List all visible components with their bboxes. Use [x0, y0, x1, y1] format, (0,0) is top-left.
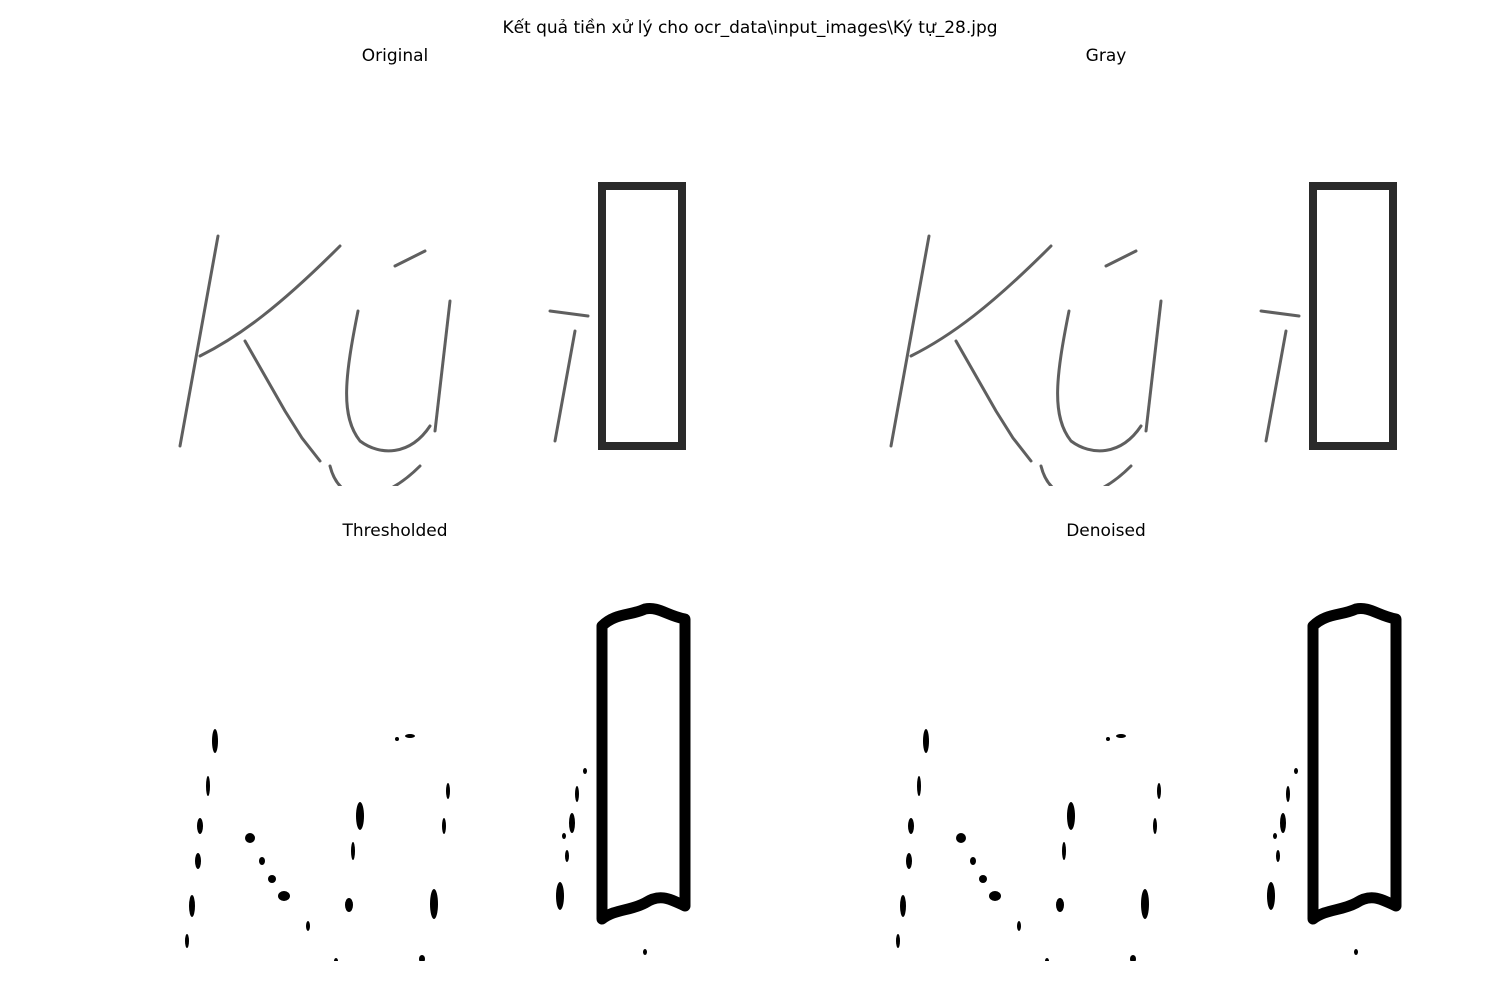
blob-mark	[1354, 949, 1358, 955]
handwriting-strokes	[889, 182, 1397, 486]
blob-mark	[956, 833, 966, 843]
blob-mark	[970, 857, 976, 865]
blob-mark	[212, 729, 218, 753]
panel-gray: Gray	[751, 46, 1461, 486]
blob-mark	[583, 768, 587, 774]
blob-mark	[1294, 768, 1298, 774]
blob-mark	[245, 833, 255, 843]
stroke-mark	[889, 234, 931, 448]
blob-mark	[1067, 802, 1075, 830]
blob-mark	[345, 898, 353, 912]
stroke-mark	[198, 244, 342, 358]
binary-blobs	[896, 602, 1402, 961]
handwriting-strokes	[178, 182, 686, 486]
stroke-mark	[1144, 299, 1163, 433]
stroke-mark	[243, 339, 322, 463]
blob-mark	[278, 891, 290, 901]
blob-mark	[334, 958, 338, 961]
panel-title-denoised: Denoised	[1066, 521, 1146, 541]
blob-mark	[1153, 818, 1157, 834]
panel-title-gray: Gray	[1085, 46, 1127, 66]
stroke-mark	[328, 464, 422, 486]
blob-mark	[1157, 783, 1161, 799]
blob-mark	[1286, 786, 1290, 802]
stroke-mark	[433, 299, 452, 433]
blob-mark	[1056, 898, 1064, 912]
blob-mark	[979, 875, 987, 883]
stroke-mark	[548, 309, 590, 318]
stroke-mark	[1039, 464, 1133, 486]
blob-mark	[268, 875, 276, 883]
blob-mark	[575, 786, 579, 802]
blob-mark	[569, 813, 575, 833]
blob-mark	[1141, 889, 1149, 919]
figure-title: Kết quả tiền xử lý cho ocr_data\input_im…	[502, 18, 998, 38]
blob-mark	[430, 889, 438, 919]
box-glyph	[596, 602, 691, 925]
blob-mark	[1045, 958, 1049, 961]
stroke-mark	[954, 339, 1033, 463]
blob-mark	[356, 802, 364, 830]
stroke-mark	[909, 244, 1053, 358]
blob-mark	[1273, 833, 1277, 839]
blob-mark	[405, 734, 415, 738]
blob-mark	[306, 921, 310, 931]
blob-mark	[195, 853, 201, 869]
blob-mark	[906, 853, 912, 869]
stroke-mark	[1259, 309, 1301, 318]
blob-mark	[1106, 737, 1110, 741]
blob-mark	[395, 737, 399, 741]
binary-blobs	[185, 602, 691, 961]
blob-mark	[923, 729, 929, 753]
panel-denoised: Denoised	[751, 521, 1461, 961]
box-glyph	[598, 182, 686, 450]
image-denoised	[896, 602, 1402, 961]
blob-mark	[419, 955, 425, 961]
panel-original: Original	[40, 46, 750, 486]
blob-mark	[442, 818, 446, 834]
blob-mark	[206, 776, 210, 796]
blob-mark	[197, 818, 203, 834]
blob-mark	[189, 895, 195, 917]
blob-mark	[565, 850, 569, 862]
blob-mark	[989, 891, 1001, 901]
image-original	[178, 182, 686, 486]
stroke-mark	[178, 234, 220, 448]
blob-mark	[1280, 813, 1286, 833]
blob-mark	[896, 934, 900, 948]
blob-mark	[1017, 921, 1021, 931]
blob-mark	[259, 857, 265, 865]
panel-title-thresholded: Thresholded	[342, 521, 448, 541]
blob-mark	[1062, 842, 1066, 860]
image-thresholded	[185, 602, 691, 961]
box-glyph	[1307, 602, 1402, 925]
box-glyph	[1309, 182, 1397, 450]
blob-mark	[1116, 734, 1126, 738]
stroke-mark	[1104, 249, 1138, 268]
blob-mark	[643, 949, 647, 955]
stroke-mark	[1056, 309, 1143, 453]
stroke-mark	[393, 249, 427, 268]
panel-thresholded: Thresholded	[40, 521, 750, 961]
blob-mark	[185, 934, 189, 948]
blob-mark	[900, 895, 906, 917]
panel-title-original: Original	[361, 46, 429, 66]
blob-mark	[917, 776, 921, 796]
blob-mark	[446, 783, 450, 799]
image-gray	[889, 182, 1397, 486]
blob-mark	[351, 842, 355, 860]
blob-mark	[908, 818, 914, 834]
blob-mark	[1276, 850, 1280, 862]
stroke-mark	[553, 329, 577, 443]
stroke-mark	[345, 309, 432, 453]
blob-mark	[1267, 882, 1275, 910]
blob-mark	[562, 833, 566, 839]
stroke-mark	[1264, 329, 1288, 443]
blob-mark	[1130, 955, 1136, 961]
blob-mark	[556, 882, 564, 910]
